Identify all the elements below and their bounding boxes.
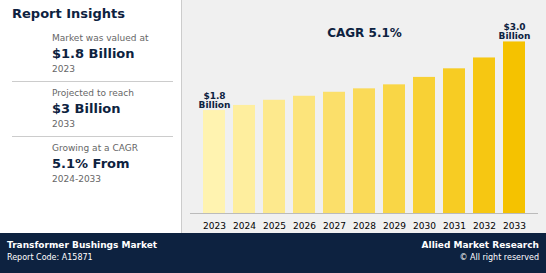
html-text:2024-2033: 2024-2033 (52, 174, 102, 184)
html-text:Projected to reach: Projected to reach (52, 88, 134, 98)
svg-text:2027: 2027 (323, 221, 346, 231)
html-text:Allied Market Research: Allied Market Research (421, 240, 539, 250)
html-text:2033: 2033 (52, 119, 75, 129)
svg-text:2028: 2028 (353, 221, 376, 231)
html-text:5.1% From: 5.1% From (52, 156, 130, 171)
svg-text:$3.0Billion: $3.0Billion (499, 22, 531, 41)
svg-text:CAGR 5.1%: CAGR 5.1% (327, 26, 402, 40)
html-text:$3 Billion: $3 Billion (52, 101, 121, 116)
svg-text:$1.8Billion: $1.8Billion (199, 91, 231, 110)
html-text:Report Code: A15871: Report Code: A15871 (7, 253, 93, 262)
svg-text:2030: 2030 (413, 221, 436, 231)
html-text:Transformer Bushings Market: Transformer Bushings Market (7, 240, 158, 250)
html-text:Market was valued at: Market was valued at (52, 33, 149, 43)
html-text:$1.8 Billion: $1.8 Billion (52, 46, 135, 61)
svg-text:2031: 2031 (443, 221, 466, 231)
svg-text:2025: 2025 (263, 221, 286, 231)
svg-text:2029: 2029 (383, 221, 406, 231)
svg-text:2023: 2023 (203, 221, 226, 231)
svg-text:2024: 2024 (233, 221, 256, 231)
html-text:2023: 2023 (52, 64, 75, 74)
html-text:Report Insights: Report Insights (12, 6, 125, 21)
html-text:Growing at a CAGR: Growing at a CAGR (52, 143, 138, 153)
svg-text:2033: 2033 (503, 221, 526, 231)
svg-text:2032: 2032 (473, 221, 496, 231)
svg-text:2026: 2026 (293, 221, 316, 231)
html-text:© All right reserved: © All right reserved (459, 253, 539, 262)
